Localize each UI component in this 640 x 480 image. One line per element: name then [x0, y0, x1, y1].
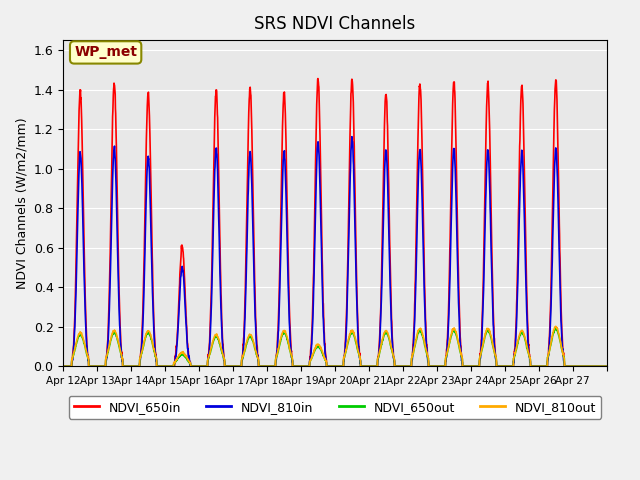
NDVI_810in	[595, 363, 603, 369]
NDVI_650out	[367, 363, 375, 369]
NDVI_650out	[529, 363, 537, 369]
NDVI_650in	[60, 363, 67, 369]
NDVI_650in	[603, 363, 611, 369]
NDVI_810in	[529, 363, 537, 369]
NDVI_810in	[114, 247, 122, 252]
NDVI_810in	[499, 363, 506, 369]
NDVI_650in	[529, 363, 537, 369]
NDVI_810in	[60, 363, 67, 369]
NDVI_650out	[499, 363, 506, 369]
NDVI_810out	[595, 363, 603, 369]
NDVI_650in	[595, 363, 603, 369]
NDVI_650in	[499, 363, 506, 369]
NDVI_650in	[231, 363, 239, 369]
NDVI_810out	[552, 324, 559, 329]
NDVI_810out	[499, 363, 506, 369]
NDVI_810out	[231, 363, 239, 369]
Line: NDVI_810out: NDVI_810out	[63, 326, 607, 366]
Line: NDVI_810in: NDVI_810in	[63, 137, 607, 366]
Title: SRS NDVI Channels: SRS NDVI Channels	[254, 15, 415, 33]
NDVI_650in	[368, 363, 376, 369]
NDVI_650out	[603, 363, 611, 369]
NDVI_650out	[114, 337, 122, 343]
Line: NDVI_650in: NDVI_650in	[63, 79, 607, 366]
NDVI_810in	[368, 363, 376, 369]
NDVI_810out	[60, 363, 67, 369]
NDVI_650out	[60, 363, 67, 369]
NDVI_650out	[595, 363, 603, 369]
Line: NDVI_650out: NDVI_650out	[63, 329, 607, 366]
NDVI_810in	[231, 363, 239, 369]
NDVI_650in	[314, 76, 322, 82]
Text: WP_met: WP_met	[74, 46, 137, 60]
NDVI_810in	[348, 134, 356, 140]
NDVI_810out	[114, 336, 122, 341]
NDVI_650out	[231, 363, 239, 369]
NDVI_650in	[114, 212, 122, 218]
NDVI_810out	[603, 363, 611, 369]
Legend: NDVI_650in, NDVI_810in, NDVI_650out, NDVI_810out: NDVI_650in, NDVI_810in, NDVI_650out, NDV…	[68, 396, 601, 419]
NDVI_650out	[552, 326, 559, 332]
NDVI_810out	[367, 363, 375, 369]
NDVI_810out	[529, 363, 537, 369]
NDVI_810in	[603, 363, 611, 369]
Y-axis label: NDVI Channels (W/m2/mm): NDVI Channels (W/m2/mm)	[15, 118, 28, 289]
